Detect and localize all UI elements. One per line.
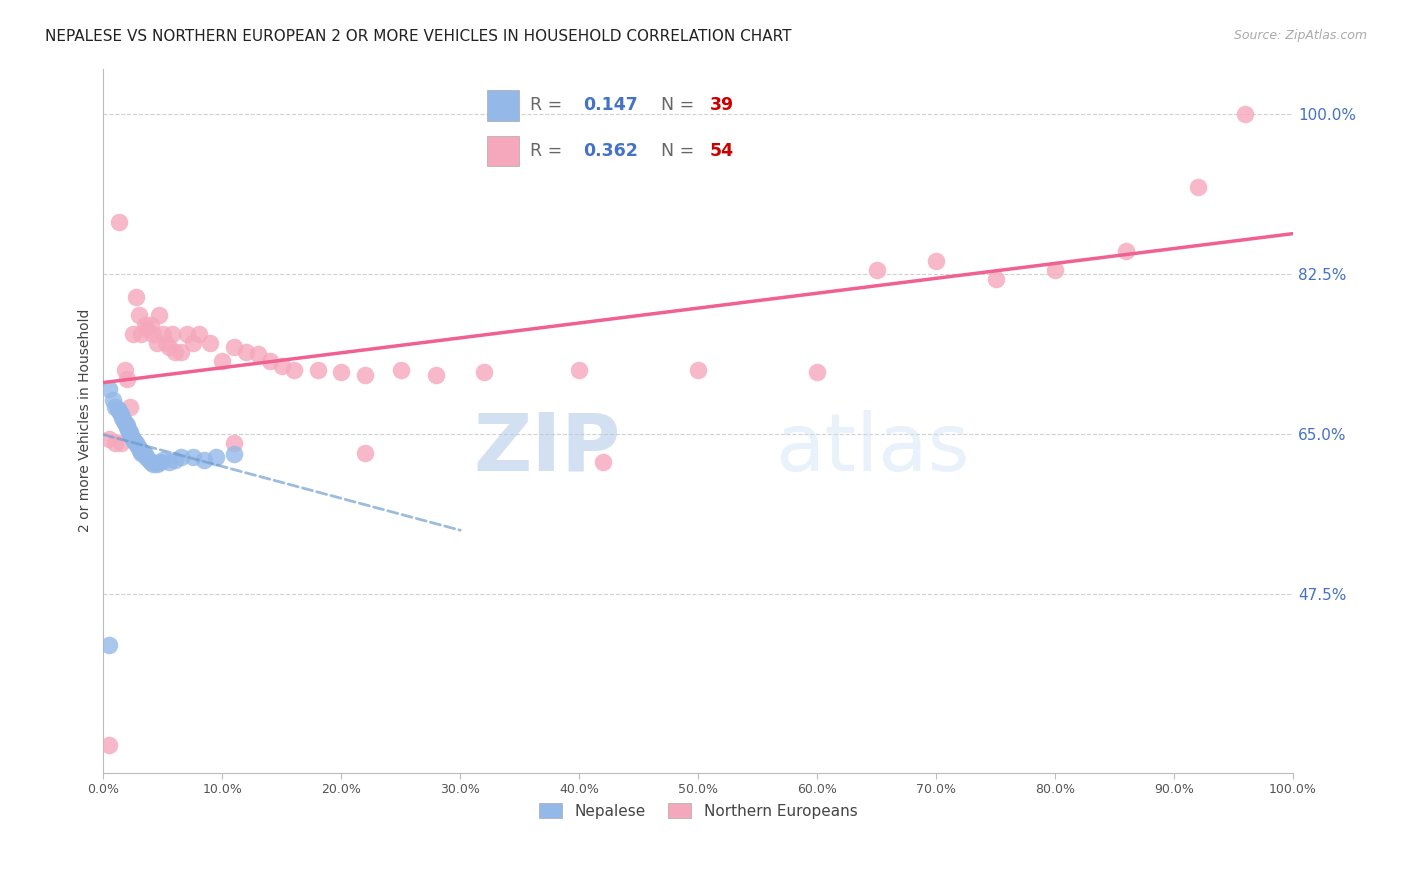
Point — [118, 425, 141, 439]
Point — [108, 404, 131, 418]
Point — [176, 326, 198, 341]
Point — [149, 455, 172, 469]
Point — [425, 368, 447, 382]
Point — [806, 365, 828, 379]
Point — [193, 453, 215, 467]
Point — [472, 365, 495, 379]
Point — [148, 309, 170, 323]
Point — [124, 436, 146, 450]
Point — [224, 436, 246, 450]
Point — [136, 322, 159, 336]
Point — [138, 453, 160, 467]
Point — [224, 341, 246, 355]
Point — [1234, 107, 1257, 121]
Point — [108, 215, 131, 229]
Point — [115, 372, 138, 386]
Point — [122, 326, 145, 341]
Point — [124, 434, 146, 448]
Point — [131, 445, 153, 459]
Point — [247, 347, 270, 361]
Text: NEPALESE VS NORTHERN EUROPEAN 2 OR MORE VEHICLES IN HOUSEHOLD CORRELATION CHART: NEPALESE VS NORTHERN EUROPEAN 2 OR MORE … — [45, 29, 792, 44]
Point — [259, 354, 281, 368]
Point — [163, 345, 186, 359]
Point — [170, 450, 193, 465]
Point — [114, 417, 136, 431]
Text: ZIP: ZIP — [474, 409, 621, 488]
Point — [283, 363, 305, 377]
Point — [146, 335, 169, 350]
Point — [163, 453, 186, 467]
Point — [98, 638, 121, 652]
Point — [389, 363, 412, 377]
Point — [98, 382, 121, 396]
Point — [688, 363, 710, 377]
Legend: Nepalese, Northern Europeans: Nepalese, Northern Europeans — [533, 797, 863, 825]
Point — [134, 318, 156, 332]
Point — [354, 368, 377, 382]
Point — [170, 345, 193, 359]
Point — [146, 457, 169, 471]
Point — [117, 423, 139, 437]
Point — [98, 739, 121, 753]
Point — [142, 326, 165, 341]
Point — [187, 326, 209, 341]
Point — [139, 318, 162, 332]
Point — [568, 363, 591, 377]
Point — [865, 262, 887, 277]
Point — [134, 447, 156, 461]
Point — [139, 455, 162, 469]
Point — [235, 345, 257, 359]
Point — [115, 420, 138, 434]
Point — [157, 341, 180, 355]
Point — [98, 432, 121, 446]
Point — [155, 335, 177, 350]
Point — [205, 450, 228, 465]
Point — [270, 359, 292, 373]
Point — [224, 447, 246, 461]
Point — [115, 418, 138, 433]
Point — [181, 335, 204, 350]
Point — [125, 438, 148, 452]
Point — [104, 400, 127, 414]
Point — [157, 455, 180, 469]
Point — [152, 326, 174, 341]
Point — [129, 442, 152, 457]
Point — [984, 272, 1007, 286]
Point — [925, 253, 948, 268]
Point — [111, 410, 134, 425]
Point — [1043, 262, 1066, 277]
Y-axis label: 2 or more Vehicles in Household: 2 or more Vehicles in Household — [79, 309, 93, 533]
Point — [131, 445, 153, 459]
Point — [330, 365, 353, 379]
Point — [110, 436, 132, 450]
Point — [181, 450, 204, 465]
Point — [104, 436, 127, 450]
Point — [122, 432, 145, 446]
Point — [211, 354, 233, 368]
Point — [200, 335, 222, 350]
Point — [124, 290, 146, 304]
Point — [118, 427, 141, 442]
Point — [135, 450, 157, 465]
Point — [354, 445, 377, 459]
Point — [128, 441, 150, 455]
Point — [118, 400, 141, 414]
Point — [152, 453, 174, 467]
Point — [120, 429, 142, 443]
Point — [128, 309, 150, 323]
Text: Source: ZipAtlas.com: Source: ZipAtlas.com — [1233, 29, 1367, 42]
Point — [112, 414, 135, 428]
Point — [114, 363, 136, 377]
Point — [162, 326, 184, 341]
Point — [107, 401, 129, 416]
Point — [1187, 180, 1209, 194]
Text: atlas: atlas — [776, 409, 970, 488]
Point — [101, 392, 124, 407]
Point — [1115, 244, 1137, 259]
Point — [110, 407, 132, 421]
Point — [131, 326, 153, 341]
Point — [142, 457, 165, 471]
Point — [592, 455, 614, 469]
Point — [307, 363, 329, 377]
